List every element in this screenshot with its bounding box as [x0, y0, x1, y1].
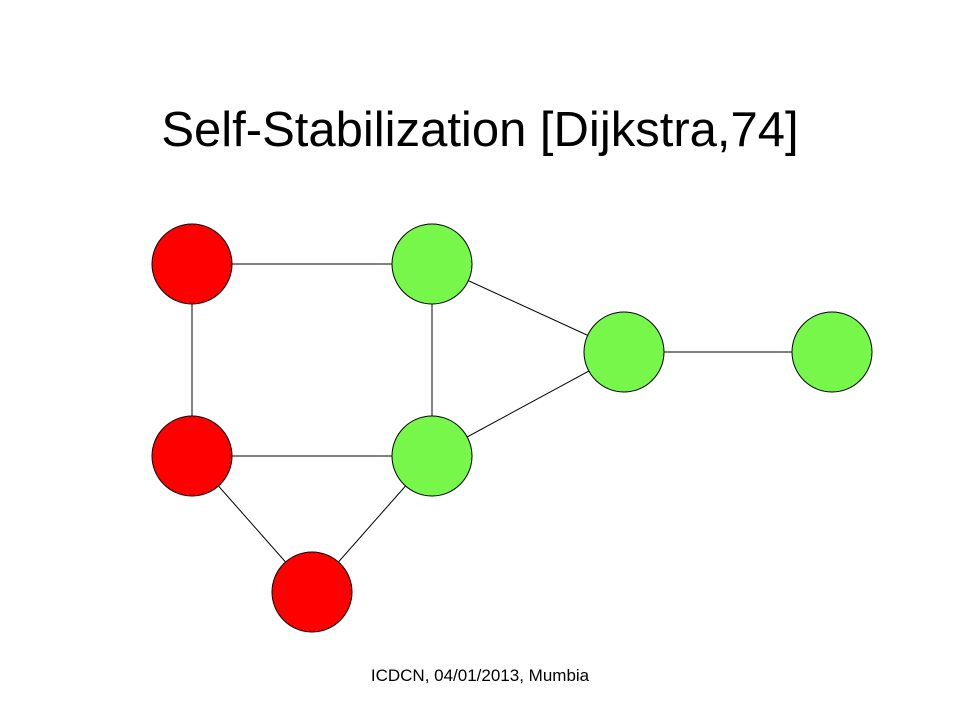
- node-n2-green: [391, 223, 473, 305]
- node-n6-green: [391, 415, 473, 497]
- node-n5-red: [151, 415, 233, 497]
- node-n7-red: [271, 551, 353, 633]
- slide-title: Self-Stabilization [Dijkstra,74]: [161, 103, 799, 157]
- node-n3-green: [583, 311, 665, 393]
- node-n4-green: [791, 311, 873, 393]
- edges-layer: [191, 263, 832, 593]
- nodes-layer: [151, 223, 873, 633]
- node-n1-red: [151, 223, 233, 305]
- slide-footer: ICDCN, 04/01/2013, Mumbia: [370, 666, 590, 685]
